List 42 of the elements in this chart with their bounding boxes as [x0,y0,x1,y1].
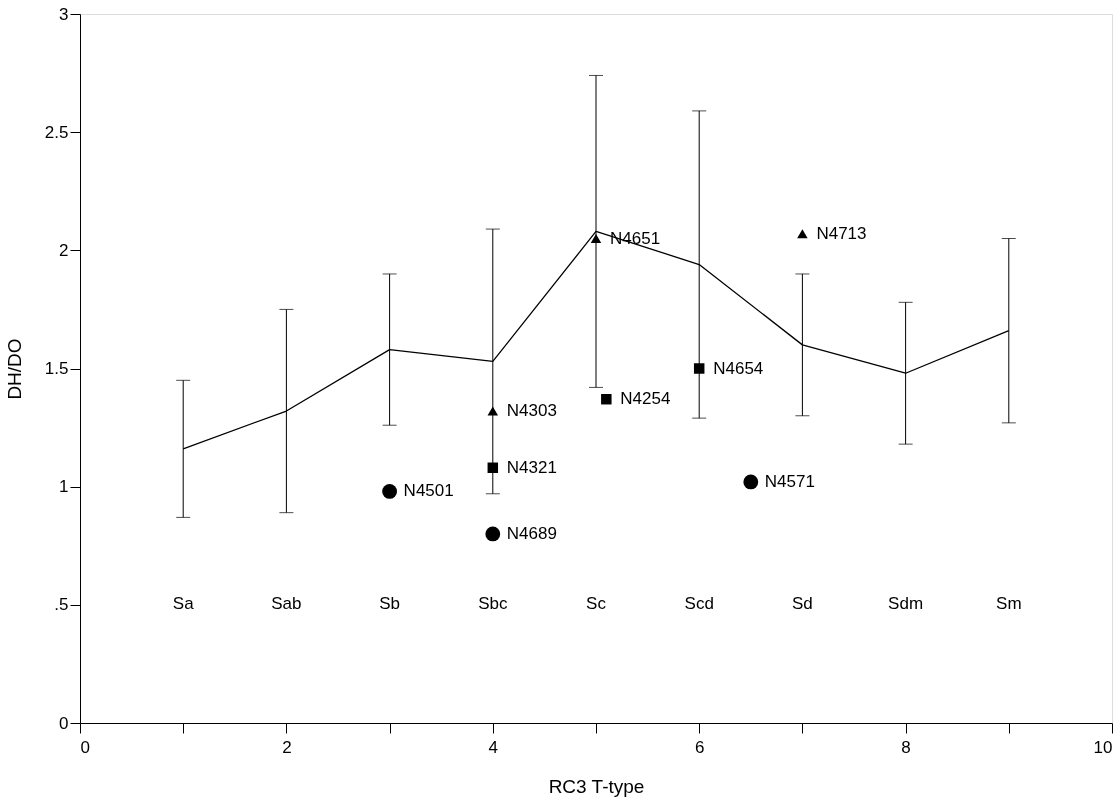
y-tick-label: 1 [59,477,69,497]
annotation: N4254 [620,389,671,409]
point [601,393,612,405]
point [797,229,808,239]
annotation: N4571 [764,471,815,491]
annotation: N4321 [506,457,557,477]
y-tick-label: 0 [59,713,69,733]
y-axis-title: DH/DO [3,338,25,400]
annotation: N4713 [816,223,867,243]
annotation: N4303 [506,401,557,421]
point [487,406,499,416]
x-tick-label: 6 [694,737,705,757]
annotation: Sdm [888,594,924,613]
y-tick-label: 1.5 [44,359,69,378]
x-tick-label: 8 [901,737,911,757]
annotation: Sa [172,594,195,613]
y-tick-label: 3 [59,4,69,24]
x-axis-title: RC3 T-type [548,775,645,797]
x-tick-label: 2 [282,737,292,757]
point [743,474,759,490]
x-tick-label: 10 [1093,737,1113,757]
point [382,483,398,499]
annotation: Sbc [478,594,508,613]
y-tick-label: .5 [54,595,69,615]
annotation: N4689 [506,523,557,543]
y-tick-label: 2 [59,240,69,260]
x-tick-label: 0 [80,737,90,757]
annotation: Sd [792,594,813,613]
annotation: Sc [586,594,607,613]
annotation: Sm [996,594,1022,613]
point [590,233,602,244]
annotation: Sb [379,594,400,613]
point [693,363,705,374]
annotation: N4651 [610,228,661,248]
y-tick-label: 2.5 [44,122,69,142]
annotation: N4654 [713,358,764,378]
point [487,462,499,473]
annotation: Sab [271,594,302,613]
annotation: Scd [684,594,714,613]
x-tick-label: 4 [488,737,499,757]
point [485,526,501,542]
annotation: N4501 [403,481,454,501]
